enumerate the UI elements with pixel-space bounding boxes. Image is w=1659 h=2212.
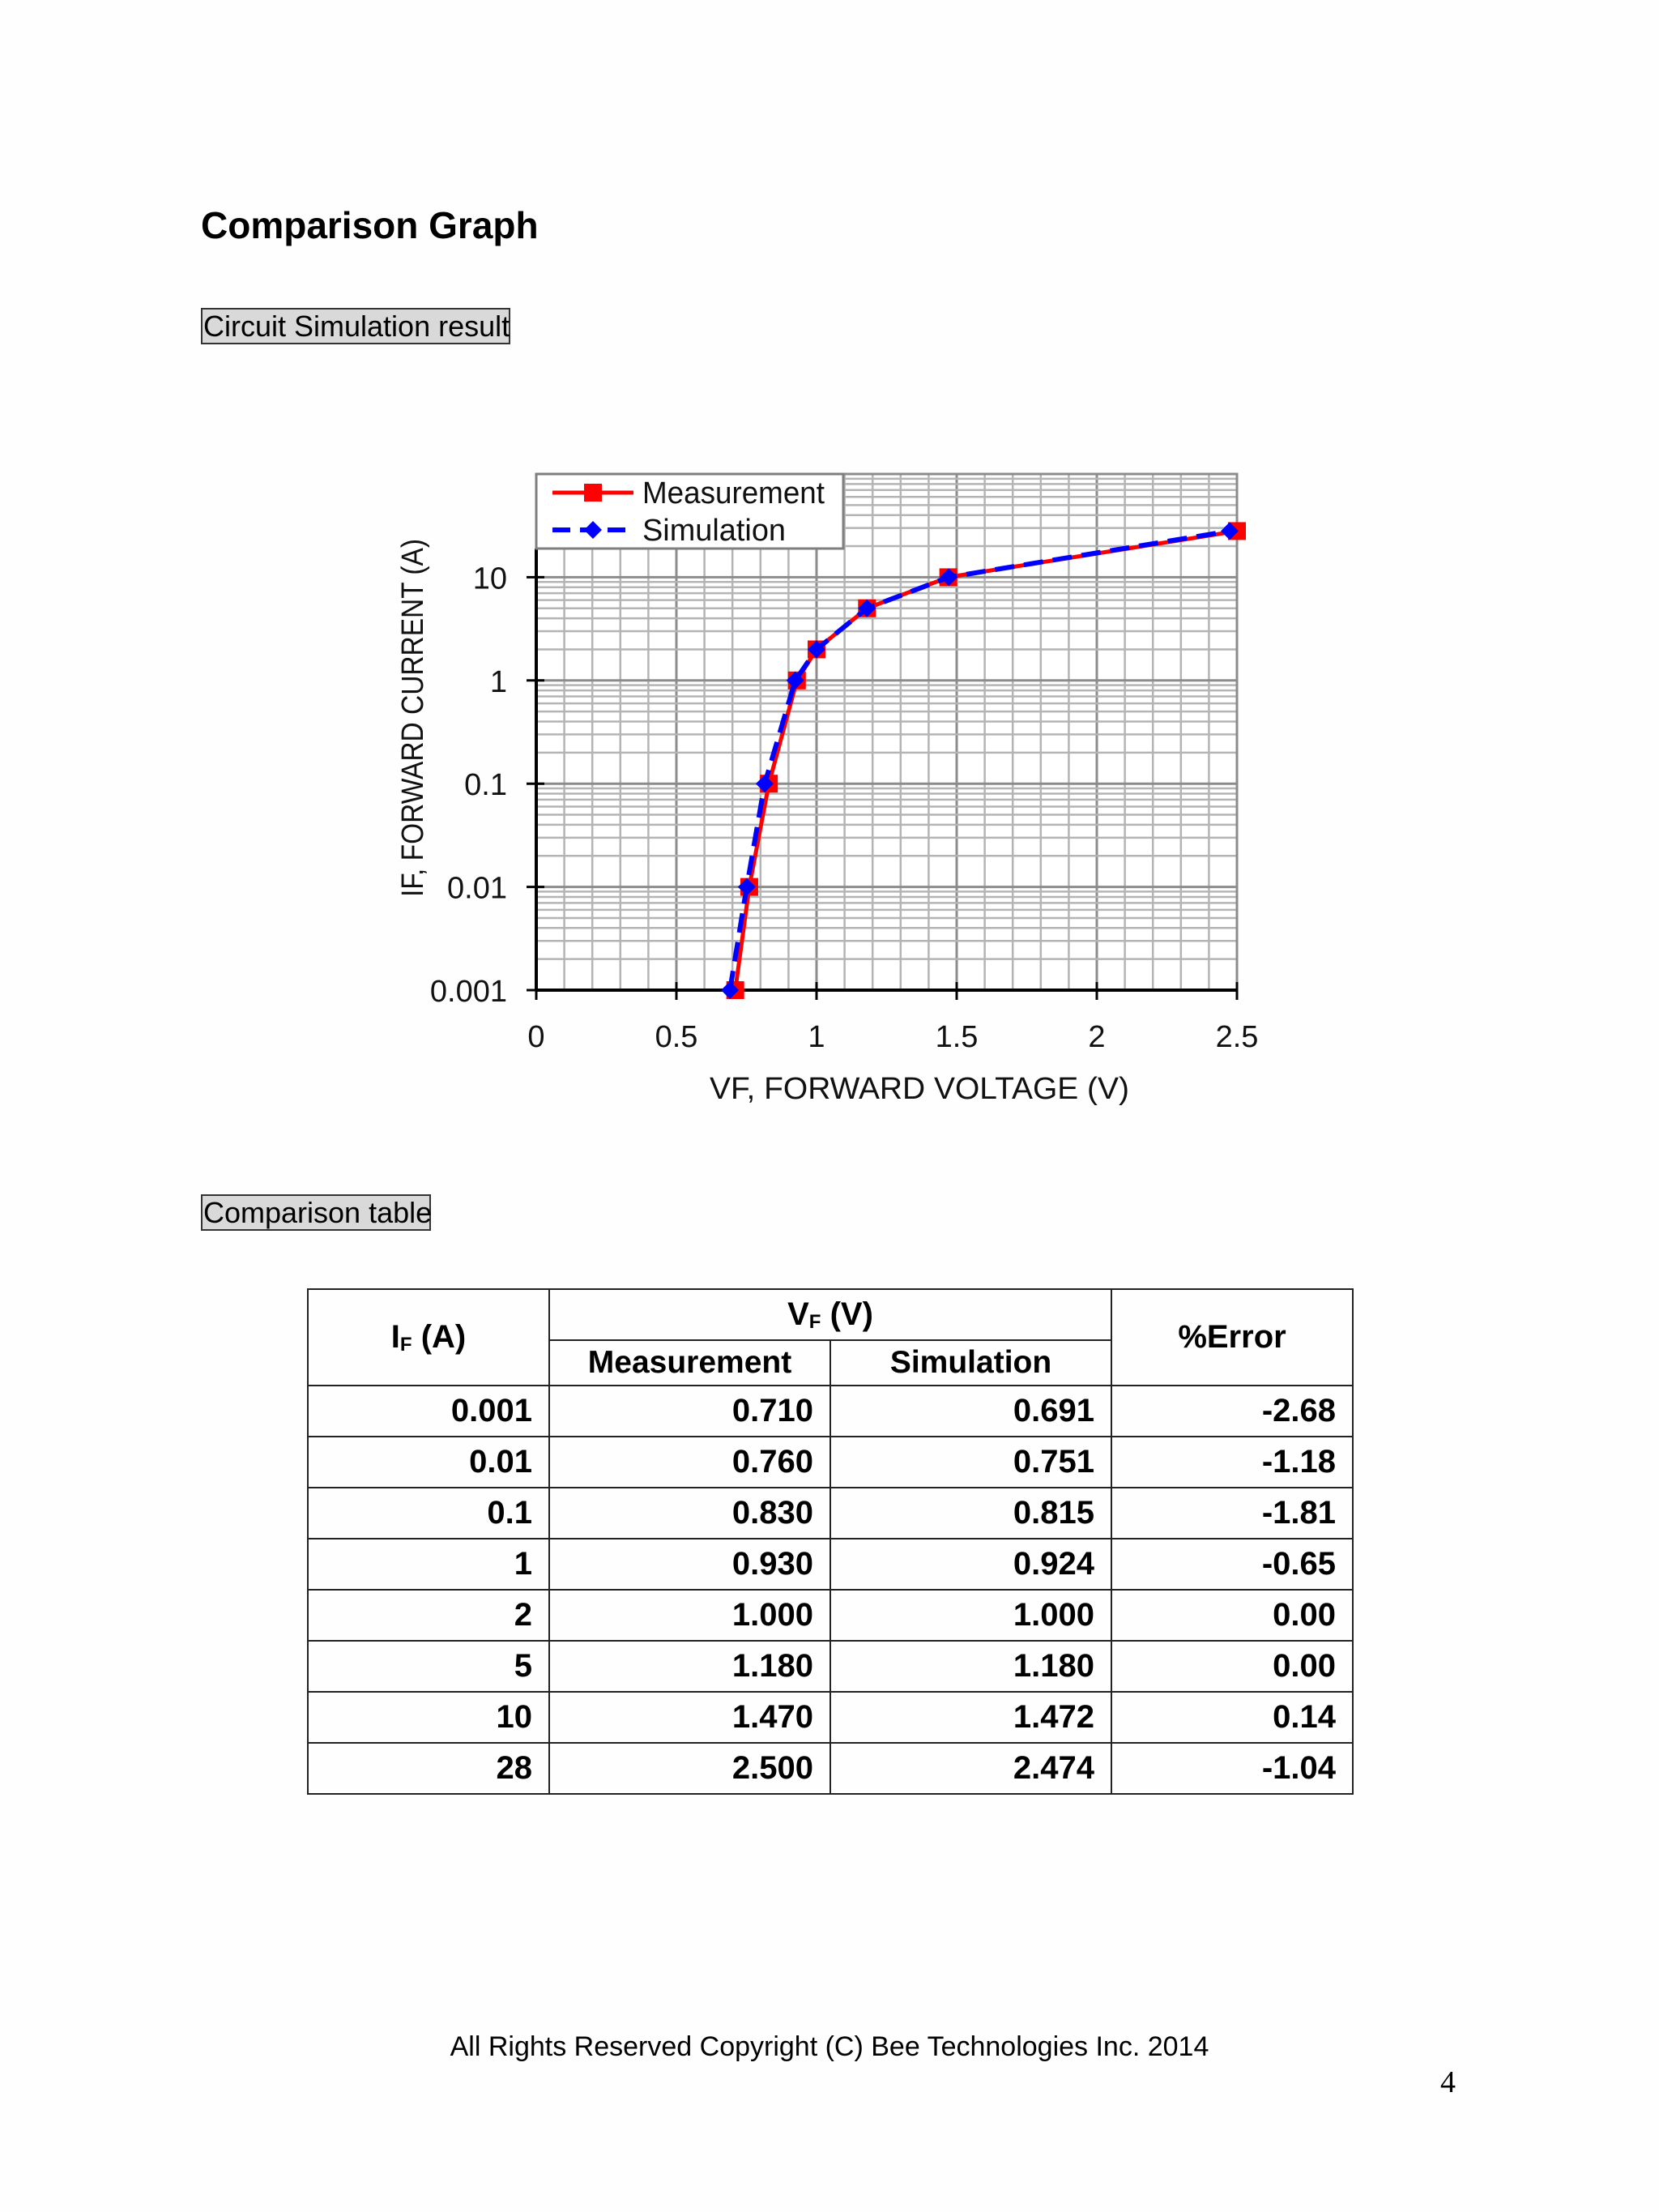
header-if-main: I bbox=[390, 1318, 400, 1355]
cell-simulation: 2.474 bbox=[829, 1742, 1113, 1795]
y-tick-label: 0.01 bbox=[447, 872, 507, 906]
x-tick-label: 2 bbox=[1088, 1020, 1105, 1054]
cell-simulation: 1.000 bbox=[829, 1589, 1113, 1642]
cell-simulation: 0.751 bbox=[829, 1436, 1113, 1488]
chart-legend: Measurement Simulation bbox=[535, 472, 845, 550]
y-tick-label: 1 bbox=[490, 665, 507, 699]
x-tick-label: 0 bbox=[527, 1020, 544, 1054]
cell-simulation: 1.180 bbox=[829, 1640, 1113, 1693]
header-vf-unit: (V) bbox=[821, 1296, 873, 1332]
page-title: Comparison Graph bbox=[201, 204, 539, 246]
cell-simulation: 0.924 bbox=[829, 1538, 1113, 1591]
cell-error: -1.18 bbox=[1111, 1436, 1354, 1488]
header-vf: VF (V) bbox=[548, 1288, 1113, 1341]
cell-measurement: 1.000 bbox=[548, 1589, 831, 1642]
header-error: %Error bbox=[1111, 1288, 1354, 1386]
x-tick-label: 0.5 bbox=[655, 1020, 698, 1054]
legend-item-simulation: Simulation bbox=[552, 514, 786, 548]
table-row: 2 1.000 1.000 0.00 bbox=[307, 1589, 1354, 1642]
cell-simulation: 0.815 bbox=[829, 1487, 1113, 1539]
y-tick-label: 10 bbox=[473, 562, 507, 596]
legend-label-simulation: Simulation bbox=[642, 514, 786, 548]
header-vf-main: V bbox=[787, 1296, 809, 1332]
copyright-footer: All Rights Reserved Copyright (C) Bee Te… bbox=[0, 2030, 1659, 2064]
copyright-text: All Rights Reserved Copyright (C) Bee Te… bbox=[450, 2031, 1209, 2062]
header-if-subscript: F bbox=[399, 1333, 412, 1356]
cell-if: 0.001 bbox=[307, 1385, 550, 1437]
diamond-marker-icon bbox=[808, 640, 825, 659]
header-if: IF (A) bbox=[307, 1288, 550, 1386]
header-if-unit: (A) bbox=[412, 1318, 467, 1355]
cell-if: 0.01 bbox=[307, 1436, 550, 1488]
cell-error: -2.68 bbox=[1111, 1385, 1354, 1437]
cell-error: 0.14 bbox=[1111, 1691, 1354, 1744]
x-axis-label: VF, FORWARD VOLTAGE (V) bbox=[710, 1072, 1129, 1106]
table-row: 0.01 0.760 0.751 -1.18 bbox=[307, 1436, 1354, 1488]
iv-comparison-chart: 0 0.5 1 1.5 2 2.5 0.001 0.01 0.1 1 10 VF, FORWARD … bbox=[396, 472, 1259, 1106]
cell-if: 1 bbox=[307, 1538, 550, 1591]
chart-tick-labels: 0 0.5 1 1.5 2 2.5 0.001 0.01 0.1 1 10 bbox=[430, 562, 1259, 1054]
x-tick-label: 1 bbox=[808, 1020, 825, 1054]
cell-measurement: 2.500 bbox=[548, 1742, 831, 1795]
cell-measurement: 0.830 bbox=[548, 1487, 831, 1539]
page-number: 4 bbox=[1440, 2065, 1456, 2099]
cell-error: -1.04 bbox=[1111, 1742, 1354, 1795]
diamond-marker-icon bbox=[786, 671, 804, 690]
header-vf-subscript: F bbox=[808, 1310, 821, 1333]
x-tick-label: 2.5 bbox=[1216, 1020, 1259, 1054]
y-tick-label: 0.001 bbox=[430, 975, 507, 1009]
diamond-marker-icon bbox=[737, 878, 756, 896]
series-simulation bbox=[721, 522, 1239, 999]
chart-grid bbox=[535, 472, 1239, 992]
cell-measurement: 0.710 bbox=[548, 1385, 831, 1437]
section-label-comparison-table: Comparison table bbox=[201, 1194, 432, 1231]
table-row: 5 1.180 1.180 0.00 bbox=[307, 1640, 1354, 1693]
diamond-marker-icon bbox=[1221, 522, 1239, 540]
section-label-simulation-result: Circuit Simulation result bbox=[201, 308, 510, 344]
y-axis-label: IF, FORWARD CURRENT (A) bbox=[396, 539, 430, 897]
cell-if: 5 bbox=[307, 1640, 550, 1693]
cell-error: 0.00 bbox=[1111, 1589, 1354, 1642]
table-row: 0.1 0.830 0.815 -1.81 bbox=[307, 1487, 1354, 1539]
cell-measurement: 1.180 bbox=[548, 1640, 831, 1693]
diamond-marker-icon bbox=[584, 521, 602, 539]
table-row: 0.001 0.710 0.691 -2.68 bbox=[307, 1385, 1354, 1437]
y-tick-label: 0.1 bbox=[464, 768, 507, 802]
table-row: 10 1.470 1.472 0.14 bbox=[307, 1691, 1354, 1744]
cell-error: -0.65 bbox=[1111, 1538, 1354, 1591]
legend-item-measurement: Measurement bbox=[552, 476, 825, 510]
cell-measurement: 0.760 bbox=[548, 1436, 831, 1488]
cell-measurement: 0.930 bbox=[548, 1538, 831, 1591]
header-simulation: Simulation bbox=[829, 1339, 1113, 1386]
cell-simulation: 1.472 bbox=[829, 1691, 1113, 1744]
cell-if: 10 bbox=[307, 1691, 550, 1744]
cell-simulation: 0.691 bbox=[829, 1385, 1113, 1437]
cell-error: 0.00 bbox=[1111, 1640, 1354, 1693]
legend-label-measurement: Measurement bbox=[642, 476, 825, 510]
header-measurement: Measurement bbox=[548, 1339, 831, 1386]
diamond-marker-icon bbox=[858, 599, 876, 617]
chart-axes bbox=[527, 549, 1239, 1000]
x-tick-label: 1.5 bbox=[936, 1020, 979, 1054]
cell-measurement: 1.470 bbox=[548, 1691, 831, 1744]
comparison-table: IF (A) VF (V) %Error Measurement Simulat… bbox=[307, 1288, 1354, 1795]
cell-if: 2 bbox=[307, 1589, 550, 1642]
cell-if: 28 bbox=[307, 1742, 550, 1795]
table-row: 28 2.500 2.474 -1.04 bbox=[307, 1742, 1354, 1795]
diamond-marker-icon bbox=[940, 568, 958, 587]
diamond-marker-icon bbox=[721, 981, 740, 999]
cell-if: 0.1 bbox=[307, 1487, 550, 1539]
table-row: 1 0.930 0.924 -0.65 bbox=[307, 1538, 1354, 1591]
cell-error: -1.81 bbox=[1111, 1487, 1354, 1539]
square-marker-icon bbox=[584, 484, 602, 502]
diamond-marker-icon bbox=[755, 775, 774, 793]
